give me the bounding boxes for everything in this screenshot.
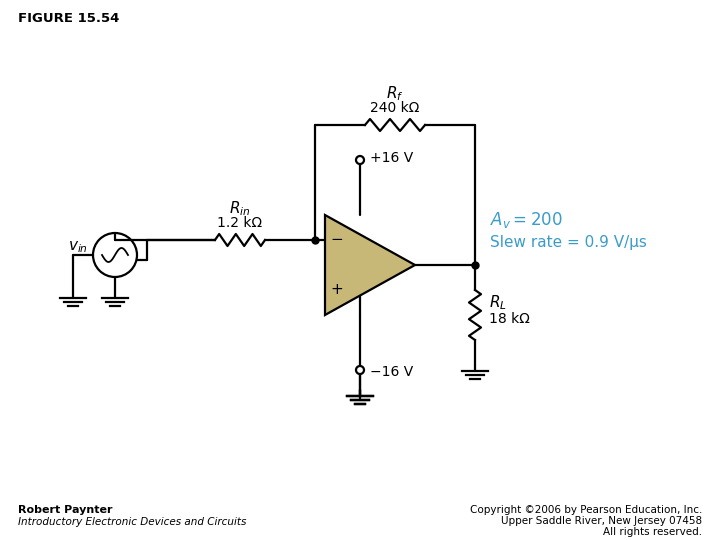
Text: Robert Paynter: Robert Paynter [18, 505, 112, 515]
Text: All rights reserved.: All rights reserved. [603, 527, 702, 537]
Text: $R_L$: $R_L$ [489, 294, 507, 312]
Text: 1.2 kΩ: 1.2 kΩ [217, 216, 263, 230]
Polygon shape [325, 215, 415, 315]
Text: $A_v = 200$: $A_v = 200$ [490, 210, 562, 230]
Text: $R_f$: $R_f$ [386, 84, 404, 103]
Text: FIGURE 15.54: FIGURE 15.54 [18, 12, 120, 25]
Text: +: + [330, 282, 343, 298]
Text: Copyright ©2006 by Pearson Education, Inc.: Copyright ©2006 by Pearson Education, In… [469, 505, 702, 515]
Text: 18 kΩ: 18 kΩ [489, 312, 530, 326]
Text: Upper Saddle River, New Jersey 07458: Upper Saddle River, New Jersey 07458 [501, 516, 702, 526]
Text: +16 V: +16 V [370, 151, 413, 165]
Text: $R_{in}$: $R_{in}$ [229, 199, 251, 218]
Text: Slew rate = 0.9 V/μs: Slew rate = 0.9 V/μs [490, 234, 647, 249]
Text: Introductory Electronic Devices and Circuits: Introductory Electronic Devices and Circ… [18, 517, 246, 527]
Text: −: − [330, 233, 343, 247]
Circle shape [356, 366, 364, 374]
Text: $v_{in}$: $v_{in}$ [68, 239, 88, 255]
Text: 240 kΩ: 240 kΩ [370, 101, 420, 115]
Circle shape [356, 156, 364, 164]
Text: −16 V: −16 V [370, 365, 413, 379]
